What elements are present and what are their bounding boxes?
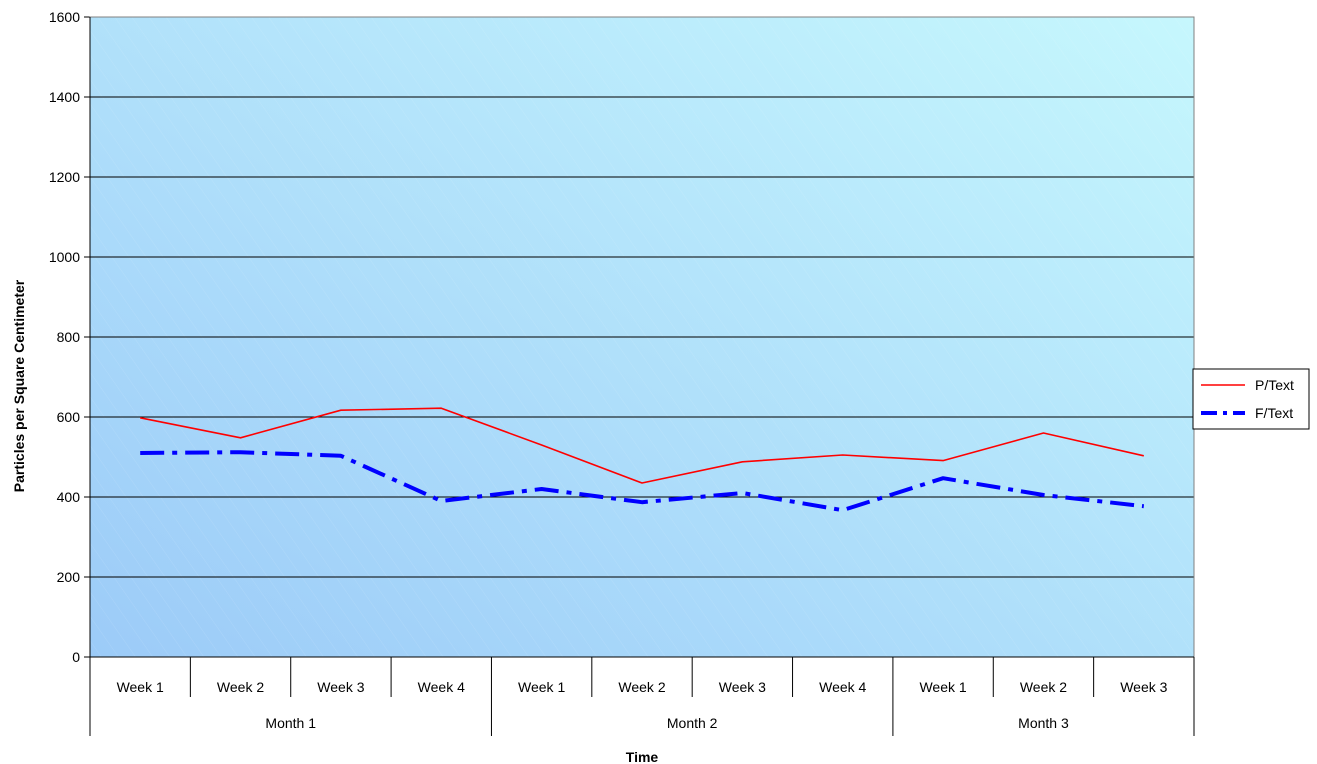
- x-tick-label: Week 4: [819, 679, 866, 695]
- x-tick-label: Week 2: [618, 679, 665, 695]
- x-group-label: Month 1: [265, 715, 316, 731]
- y-tick-label: 800: [57, 329, 81, 345]
- legend-label: F/Text: [1255, 405, 1293, 421]
- y-tick-label: 400: [57, 489, 81, 505]
- y-tick-label: 1600: [49, 9, 80, 25]
- y-tick-label: 1200: [49, 169, 80, 185]
- x-tick-label: Week 4: [418, 679, 465, 695]
- x-tick-label: Week 3: [1120, 679, 1167, 695]
- x-tick-label: Week 1: [518, 679, 565, 695]
- series-line-p-text: [140, 407, 1144, 484]
- series-lines: [140, 407, 1145, 513]
- legend: P/Text F/Text: [1192, 368, 1310, 430]
- series-line-f-text: [140, 450, 1145, 513]
- y-tick-label: 1000: [49, 249, 80, 265]
- x-group-label: Month 3: [1018, 715, 1069, 731]
- x-axis-title: Time: [626, 749, 659, 764]
- x-tick-label: Week 1: [117, 679, 164, 695]
- y-tick-label: 0: [72, 649, 80, 665]
- y-axis-title: Particles per Square Centimeter: [11, 279, 27, 492]
- legend-label: P/Text: [1255, 377, 1294, 393]
- y-tick-label: 1400: [49, 89, 80, 105]
- x-group-label: Month 2: [667, 715, 718, 731]
- y-tick-label: 600: [57, 409, 81, 425]
- x-tick-label: Week 3: [719, 679, 766, 695]
- x-tick-label: Week 3: [317, 679, 364, 695]
- legend-box: [1192, 368, 1310, 430]
- y-tick-label: 200: [57, 569, 81, 585]
- x-tick-label: Week 2: [217, 679, 264, 695]
- x-tick-label: Week 2: [1020, 679, 1067, 695]
- axes: 0 200 400 600 800 1000 1200 1400 1600 Week 1 Week …: [49, 9, 1195, 736]
- x-tick-label: Week 1: [919, 679, 966, 695]
